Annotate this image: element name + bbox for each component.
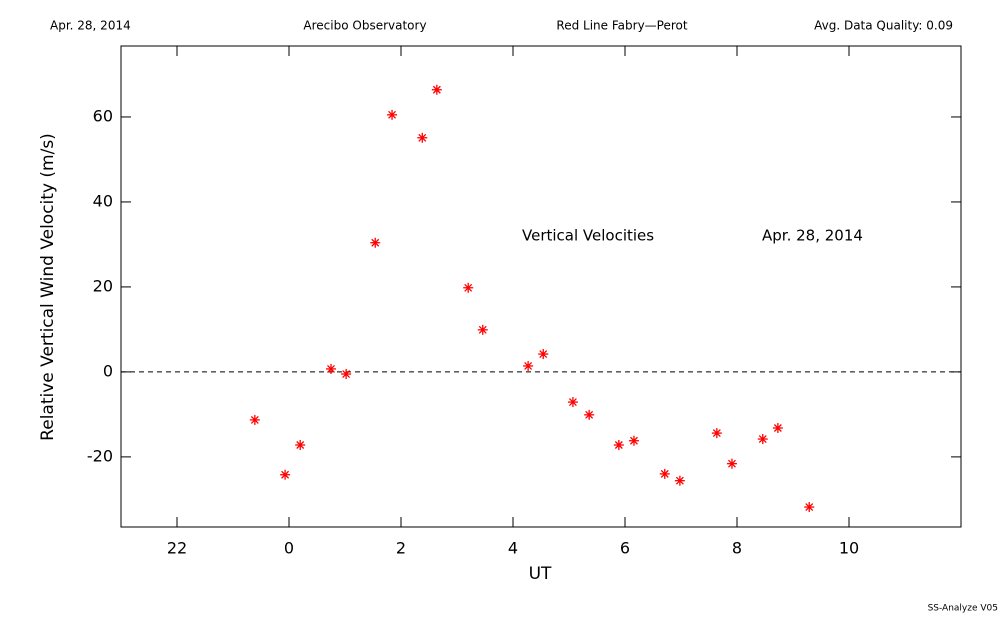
header-instrument: Red Line Fabry—Perot: [556, 19, 687, 33]
header-site: Arecibo Observatory: [303, 19, 426, 33]
point: [370, 237, 381, 248]
point: [387, 109, 398, 120]
plot-frame: [120, 45, 962, 528]
point-stroke: [250, 415, 259, 424]
header-date: Apr. 28, 2014: [50, 19, 131, 33]
point-stroke: [524, 361, 533, 370]
point: [538, 349, 549, 360]
point: [757, 434, 768, 445]
footer: SS-Analyze V05: [928, 604, 998, 614]
point: [341, 369, 352, 380]
point: [674, 475, 685, 486]
point: [584, 409, 595, 420]
point: [249, 414, 260, 425]
point: [431, 84, 442, 95]
x-tick-label: 10: [839, 539, 859, 558]
point-stroke: [478, 325, 487, 334]
y-tick-label: 0: [103, 361, 113, 380]
point-stroke: [388, 110, 396, 119]
y-tick-label: 40: [93, 191, 113, 210]
point-stroke: [418, 133, 427, 142]
point: [295, 439, 306, 450]
point-stroke: [281, 470, 290, 479]
x-tick-label: 2: [396, 539, 406, 558]
header-quality: Avg. Data Quality: 0.09: [814, 19, 953, 33]
x-tick-label: 22: [167, 539, 187, 558]
y-axis-label: Relative Vertical Wind Velocity (m/s): [38, 133, 58, 441]
y-tick-label: -20: [87, 446, 113, 465]
point: [417, 132, 428, 143]
point-stroke: [712, 429, 721, 438]
point-stroke: [728, 459, 736, 468]
point-stroke: [539, 350, 548, 359]
point-stroke: [675, 476, 684, 485]
point-stroke: [568, 398, 577, 407]
point-stroke: [630, 436, 638, 445]
point: [523, 360, 534, 371]
point-stroke: [773, 424, 782, 432]
annotation: Vertical Velocities: [522, 227, 654, 245]
x-tick-label: 8: [732, 539, 742, 558]
point-stroke: [585, 410, 594, 419]
annotation: Apr. 28, 2014: [762, 227, 863, 245]
point: [567, 397, 578, 408]
point-stroke: [342, 370, 351, 378]
point-stroke: [614, 441, 623, 449]
y-tick-label: 20: [93, 276, 113, 295]
point: [326, 363, 336, 374]
point: [280, 469, 291, 480]
point: [772, 422, 783, 433]
point-stroke: [464, 283, 473, 292]
x-axis-label: UT: [529, 564, 552, 584]
point-stroke: [660, 469, 669, 478]
point: [628, 435, 639, 446]
point-stroke: [758, 435, 767, 444]
x-tick-label: 0: [284, 539, 294, 558]
y-tick-label: 60: [93, 106, 113, 125]
point: [659, 468, 670, 479]
point-stroke: [296, 441, 305, 449]
point-stroke: [805, 503, 814, 511]
x-tick-label: 6: [620, 539, 630, 558]
point: [711, 428, 722, 439]
point: [726, 458, 737, 469]
x-tick-label: 4: [508, 539, 518, 558]
point: [804, 502, 815, 513]
point-stroke: [432, 85, 441, 94]
point-stroke: [371, 238, 380, 247]
point-stroke: [327, 364, 335, 373]
point: [477, 324, 488, 335]
point: [463, 282, 474, 293]
point: [613, 439, 624, 450]
